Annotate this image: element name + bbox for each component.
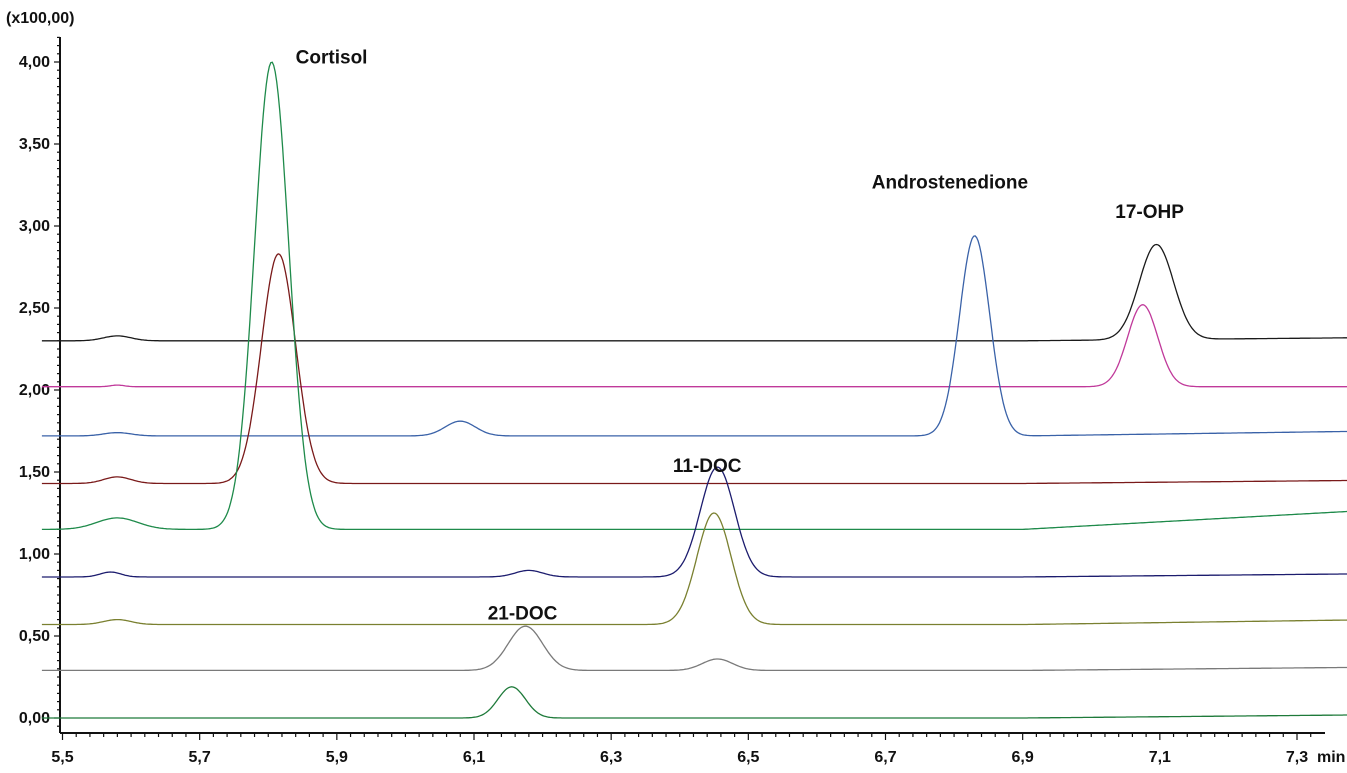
peak-label-17-ohp: 17-OHP <box>1115 202 1184 223</box>
x-tick-label: 7,1 <box>1149 749 1171 766</box>
series-trace-2 <box>41 304 1347 388</box>
x-tick-label: 6,5 <box>737 749 759 766</box>
x-tick-label: 5,5 <box>51 749 73 766</box>
y-tick-label: 1,00 <box>19 546 50 563</box>
y-tick-label: 3,00 <box>19 218 50 235</box>
x-tick-label: 6,7 <box>874 749 896 766</box>
x-tick-label: 6,3 <box>600 749 622 766</box>
series-trace-4 <box>41 253 1347 485</box>
peak-label-cortisol: Cortisol <box>296 48 368 69</box>
y-tick-label: 0,50 <box>19 628 50 645</box>
y-axis-unit-label: (x100,00) <box>6 10 75 27</box>
x-tick-label: 5,9 <box>326 749 348 766</box>
x-tick-label: 5,7 <box>189 749 211 766</box>
series-trace-6 <box>41 466 1347 578</box>
series-trace-9 <box>41 686 1347 719</box>
series-trace-8 <box>41 625 1347 672</box>
series-layer <box>41 61 1347 719</box>
x-tick-label: 6,9 <box>1012 749 1034 766</box>
y-tick-label: 4,00 <box>19 54 50 71</box>
annotation-layer: Cortisol Androstenedione 17-OHP 11-DOC 2… <box>296 48 1185 625</box>
y-tick-label: 2,00 <box>19 382 50 399</box>
axes: 0,00 0,50 1,00 1,50 2,00 2,50 3,00 3,50 4,00 5,5 5… <box>19 36 1325 766</box>
peak-label-androstenedione: Androstenedione <box>872 172 1028 193</box>
series-trace-5 <box>41 61 1347 531</box>
series-trace-1 <box>41 243 1347 342</box>
x-tick-label: 7,3 <box>1286 749 1308 766</box>
peak-label-11-doc: 11-DOC <box>673 456 742 477</box>
y-tick-label: 1,50 <box>19 464 50 481</box>
y-tick-label: 3,50 <box>19 136 50 153</box>
x-axis-unit-label: min <box>1317 749 1345 766</box>
series-trace-7 <box>41 512 1347 626</box>
y-tick-label: 0,00 <box>19 710 50 727</box>
x-tick-label: 6,1 <box>463 749 485 766</box>
y-tick-label: 2,50 <box>19 300 50 317</box>
series-trace-3 <box>41 235 1347 437</box>
peak-label-21-doc: 21-DOC <box>488 604 558 625</box>
